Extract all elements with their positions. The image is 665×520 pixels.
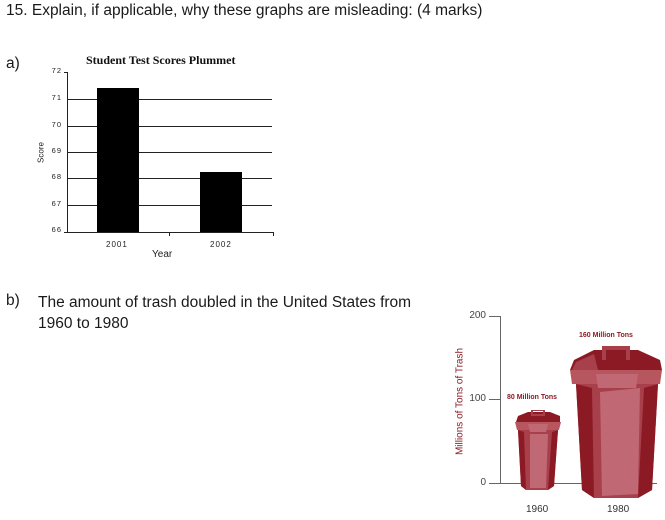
gridline-70: [67, 126, 272, 127]
part-a-label: a): [6, 55, 20, 72]
bar-2001: [97, 88, 139, 232]
gridline-71: [67, 99, 272, 100]
x-label-2002: 2002: [210, 240, 232, 249]
y-tick-71: 71: [51, 93, 62, 102]
tick-100: [489, 399, 501, 400]
y-tick-72: 72: [51, 66, 62, 75]
gridline-68: [67, 178, 272, 179]
bar-2002: [200, 172, 242, 232]
x-axis-title: Year: [152, 249, 173, 260]
y-tick-70: 70: [51, 120, 62, 129]
part-b-label: b): [6, 292, 20, 309]
y-tick-69: 69: [51, 146, 62, 155]
y-axis-title: Score: [36, 142, 46, 163]
y-tick-0: 0: [480, 477, 486, 488]
y-tick-100: 100: [469, 393, 486, 404]
y-tick-66: 66: [51, 225, 62, 234]
y-axis-b: [500, 316, 501, 484]
x-axis-mid-tick: [169, 232, 170, 236]
x-label-1980: 1980: [607, 504, 630, 515]
tick-200: [489, 316, 501, 317]
x-axis-b: [489, 483, 657, 484]
trash-can-1960-icon: [515, 410, 561, 490]
y-axis: [67, 72, 68, 233]
y-axis-top-tick: [64, 72, 68, 73]
x-label-2001: 2001: [106, 240, 128, 249]
label-1980-value: 160 Million Tons: [579, 332, 633, 339]
part-b-statement: The amount of trash doubled in the Unite…: [38, 294, 412, 332]
x-label-1960: 1960: [526, 504, 549, 515]
label-1960-value: 80 Million Tons: [507, 394, 558, 401]
chart-a-title: Student Test Scores Plummet: [86, 53, 236, 67]
gridline-69: [67, 152, 272, 153]
y-tick-67: 67: [51, 199, 62, 208]
question-title: 15. Explain, if applicable, why these gr…: [6, 2, 483, 19]
y-tick-68: 68: [51, 172, 62, 181]
y-tick-200: 200: [469, 310, 486, 321]
x-axis-end-tick: [273, 232, 274, 236]
gridline-67: [67, 205, 272, 206]
trash-can-1980-icon: [570, 346, 662, 498]
